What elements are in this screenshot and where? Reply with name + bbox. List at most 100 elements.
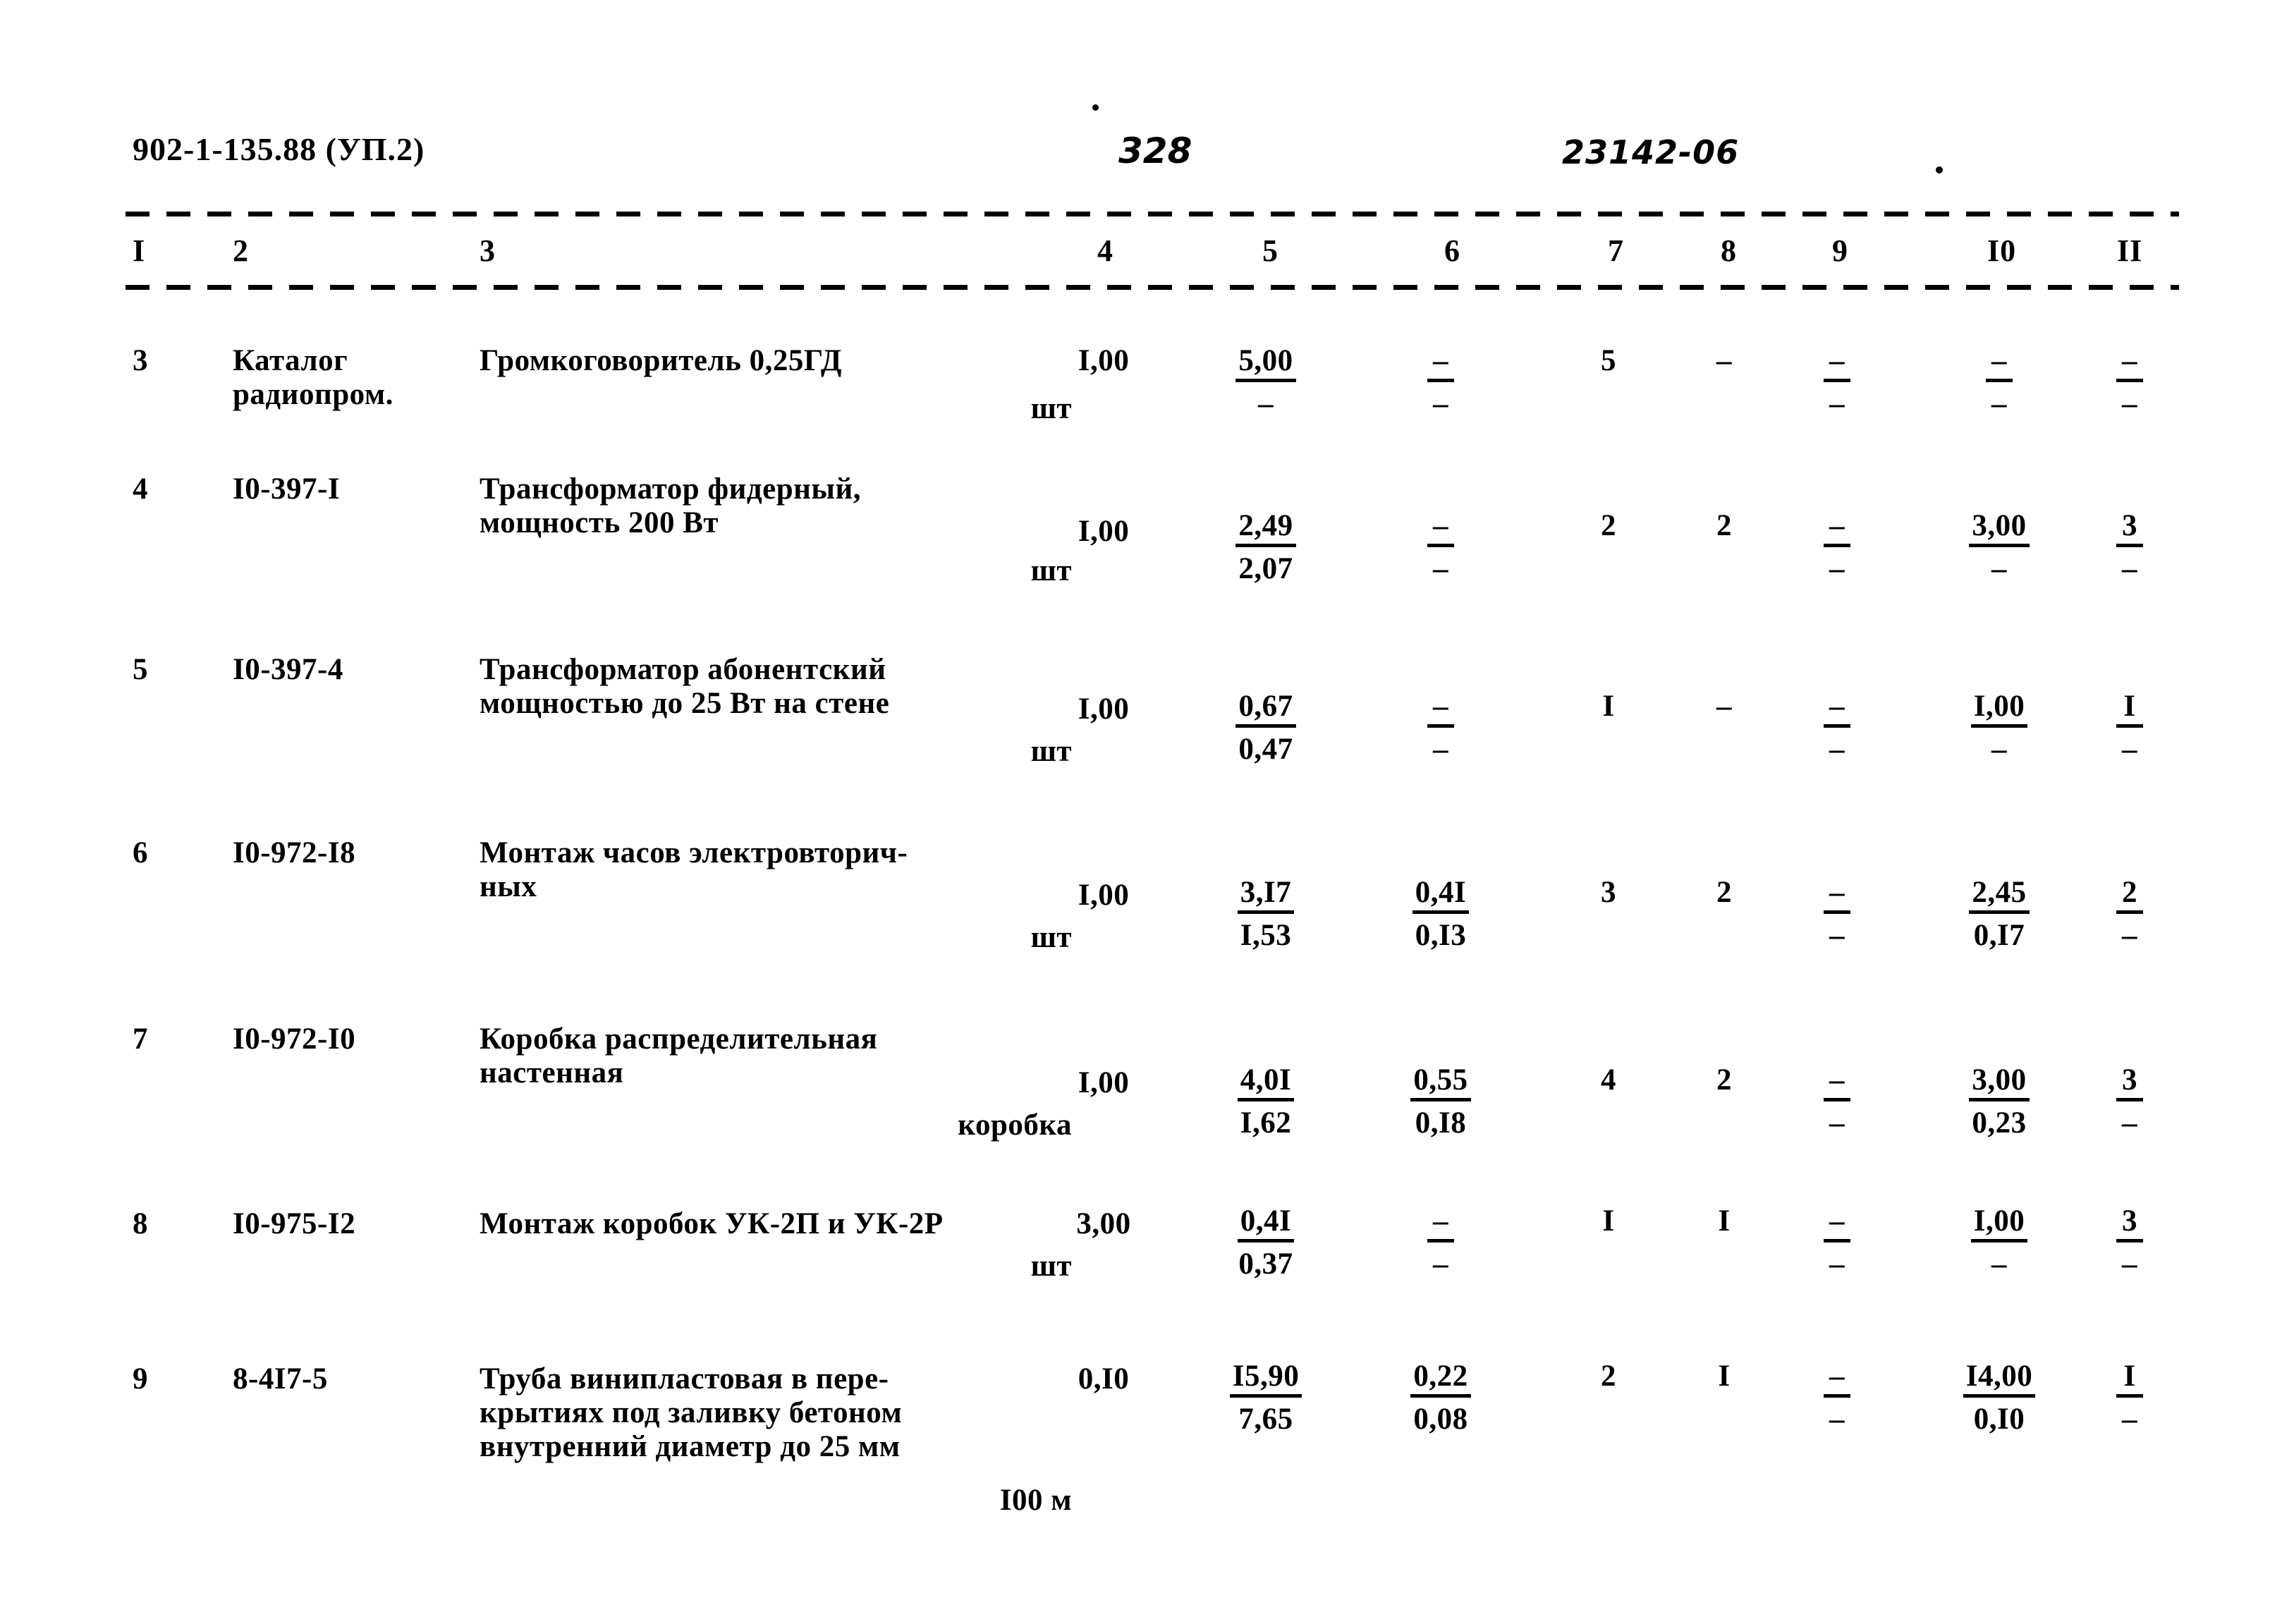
row-unit: шт <box>1030 735 1072 768</box>
cell-col6-top: 0,4I <box>1412 876 1470 915</box>
cell-col6-top: – <box>1427 509 1454 548</box>
row-number: 7 <box>133 1022 148 1056</box>
cell-col6-bottom: – <box>1433 552 1448 586</box>
cell-col9-bottom: – <box>1829 552 1845 586</box>
table-row: 7 I0-972-I0 Коробка распределительная на… <box>0 1001 2282 1188</box>
cell-col5-top: 3,I7 <box>1237 876 1295 915</box>
row-name-line: Монтаж часов электровторич- <box>480 836 908 869</box>
cell-col11: 3– <box>2073 509 2186 586</box>
cell-col9: – – <box>1770 1063 1904 1140</box>
cell-col4: I,00 <box>1078 515 1130 548</box>
cell-col11: – – <box>2073 344 2186 421</box>
cell-col5-bottom: I,62 <box>1240 1106 1292 1140</box>
row-unit: шт <box>1030 921 1072 954</box>
cell-col6-bottom: 0,I3 <box>1415 919 1467 953</box>
cell-col9-top: – <box>1824 1204 1850 1243</box>
cell-col9-bottom: – <box>1829 1247 1845 1281</box>
cell-col11-top: I <box>2116 1360 2143 1398</box>
cell-col10-bottom: – <box>1991 387 2007 421</box>
cell-col10-bottom: – <box>1991 552 2007 586</box>
cell-col10: 3,00 0,23 <box>1925 1063 2073 1140</box>
cell-col9-top: – <box>1824 1063 1850 1102</box>
row-name: Громкоговоритель 0,25ГД <box>480 344 842 378</box>
row-unit: I00 м <box>999 1484 1072 1517</box>
column-header-11: II <box>2117 233 2143 268</box>
cell-col4: I,00 <box>1078 879 1130 912</box>
table-row: 4 I0-397-I Трансформатор фидерный, мощно… <box>0 451 2282 628</box>
row-name: Коробка распределительная настенная <box>480 1022 2282 1090</box>
cell-col10-top: 3,00 <box>1969 509 2030 548</box>
cell-col6-top: – <box>1427 690 1454 728</box>
cell-col10-bottom: – <box>1991 1247 2007 1281</box>
cell-col11-top: 3 <box>2116 1063 2143 1102</box>
row-code: Каталог радиопром. <box>233 344 393 412</box>
cell-col10-bottom: – <box>1991 733 2007 767</box>
cell-col7: 4 <box>1601 1063 1616 1097</box>
cell-col5-top: 0,4I <box>1237 1204 1295 1243</box>
cell-col7: I <box>1602 1204 1615 1238</box>
cell-col8: 2 <box>1716 1063 1732 1097</box>
column-header-1: I <box>133 233 146 268</box>
cell-col8: I <box>1718 1204 1731 1238</box>
cell-col6-top: – <box>1427 1204 1454 1243</box>
row-name-line: мощностью до 25 Вт на стене <box>480 687 890 721</box>
row-unit: коробка <box>958 1109 1072 1142</box>
cell-col5: 0,67 0,47 <box>1199 690 1333 767</box>
row-number: 8 <box>133 1207 148 1240</box>
cell-col7: 2 <box>1601 509 1616 542</box>
row-name: Труба винипластовая в пере- крытиях под … <box>480 1362 902 1464</box>
cell-col9: – – <box>1770 876 1904 953</box>
row-name-line: Коробка распределительная <box>480 1022 878 1056</box>
cell-col6: 0,4I 0,I3 <box>1374 876 1508 953</box>
cell-col10-bottom: 0,23 <box>1972 1106 2027 1140</box>
cell-col8: I <box>1718 1360 1731 1393</box>
cell-col11: 2– <box>2073 876 2186 953</box>
cell-col6: – – <box>1374 344 1508 421</box>
cell-col5-top: 4,0I <box>1237 1063 1295 1102</box>
cell-col9-bottom: – <box>1829 387 1845 421</box>
table-row: 3 Каталог радиопром. Громкоговоритель 0,… <box>0 303 2282 451</box>
cell-col9-top: – <box>1824 1360 1850 1398</box>
page-number: 328 <box>1118 130 1192 171</box>
cell-col11-top: 3 <box>2116 1204 2143 1243</box>
cell-col10: I,00 – <box>1925 1204 2073 1281</box>
cell-col7: I <box>1602 690 1615 723</box>
column-header-8: 8 <box>1721 233 1737 268</box>
cell-col6-top: 0,22 <box>1410 1360 1471 1398</box>
cell-col8: 2 <box>1716 876 1732 909</box>
cell-col9-bottom: – <box>1829 1106 1845 1140</box>
cell-col9-top: – <box>1824 690 1850 728</box>
cell-col5-bottom: I,53 <box>1240 919 1292 953</box>
row-name-line: Громкоговоритель 0,25ГД <box>480 344 842 377</box>
cell-col8: – <box>1716 344 1732 377</box>
cell-col4: I,00 <box>1078 1066 1130 1099</box>
row-code: I0-972-I0 <box>233 1022 356 1056</box>
cell-col9-top: – <box>1824 876 1850 915</box>
cell-col11-top: 2 <box>2116 876 2143 915</box>
cell-col10: 3,00 – <box>1925 509 2073 586</box>
row-number: 6 <box>133 836 148 869</box>
cell-col10-bottom: 0,I7 <box>1973 919 2025 953</box>
cell-col9: – – <box>1770 1204 1904 1281</box>
cell-col5-bottom: 2,07 <box>1238 552 1293 586</box>
cell-col6-top: 0,55 <box>1410 1063 1471 1102</box>
cell-col6-bottom: 0,I8 <box>1415 1106 1467 1140</box>
row-number: 5 <box>133 653 148 686</box>
cell-col9: – – <box>1770 690 1904 767</box>
cell-col11-bottom: – <box>2122 1247 2137 1281</box>
cell-col6-top: – <box>1427 344 1454 383</box>
row-name: Трансформатор фидерный, мощность 200 Вт <box>480 472 861 540</box>
page-header: 902-1-135.88 (УП.2) 328 23142-06 <box>0 130 2282 187</box>
cell-col4: 3,00 <box>1076 1207 1131 1240</box>
cell-col10: 2,45 0,I7 <box>1925 876 2073 953</box>
column-header-9: 9 <box>1832 233 1848 268</box>
column-header-3: 3 <box>480 233 496 268</box>
cell-col9: – – <box>1770 1360 1904 1436</box>
table-row: 5 I0-397-4 Трансформатор абонентский мощ… <box>0 628 2282 811</box>
cell-col5-bottom: 7,65 <box>1238 1403 1293 1436</box>
row-name-line: внутренний диаметр до 25 мм <box>480 1430 901 1464</box>
row-name: Монтаж часов электровторич- ных <box>480 836 908 904</box>
cell-col6-bottom: 0,08 <box>1413 1403 1468 1436</box>
cell-col11-bottom: – <box>2122 1106 2137 1140</box>
row-code: I0-972-I8 <box>233 836 356 869</box>
